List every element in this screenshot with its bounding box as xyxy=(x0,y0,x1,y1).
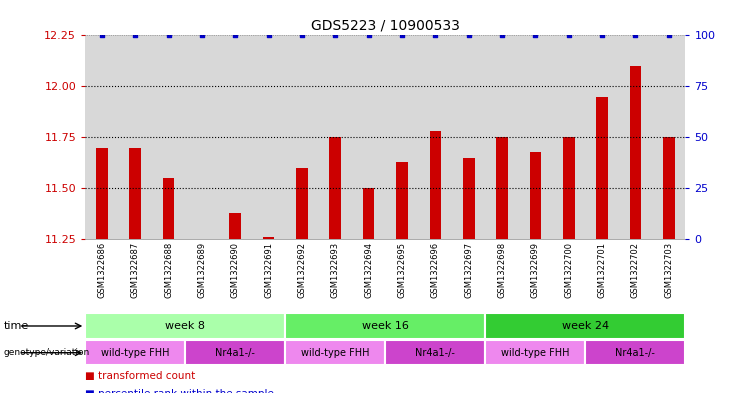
Point xyxy=(563,32,575,39)
Point xyxy=(196,32,207,39)
Bar xyxy=(85,35,119,239)
Bar xyxy=(263,237,274,239)
Point xyxy=(262,32,274,39)
Bar xyxy=(252,35,285,239)
Bar xyxy=(85,340,185,365)
Bar xyxy=(85,313,285,339)
Bar xyxy=(130,147,141,239)
Bar xyxy=(452,35,485,239)
Bar xyxy=(585,340,685,365)
Bar xyxy=(419,35,452,239)
Bar xyxy=(219,35,252,239)
Bar xyxy=(119,35,152,239)
Bar xyxy=(296,168,308,239)
Bar xyxy=(485,313,685,339)
Text: wild-type FHH: wild-type FHH xyxy=(501,348,570,358)
Point xyxy=(529,32,541,39)
Bar xyxy=(519,35,552,239)
Point xyxy=(462,32,474,39)
Bar xyxy=(163,178,174,239)
Text: week 8: week 8 xyxy=(165,321,205,331)
Bar xyxy=(530,152,541,239)
Bar xyxy=(230,213,241,239)
Point xyxy=(96,32,108,39)
Bar xyxy=(319,35,352,239)
Point xyxy=(596,32,608,39)
Point xyxy=(329,32,341,39)
Text: wild-type FHH: wild-type FHH xyxy=(101,348,170,358)
Point xyxy=(362,32,374,39)
Point xyxy=(630,32,642,39)
Bar xyxy=(285,313,485,339)
Bar xyxy=(496,137,508,239)
Point xyxy=(296,32,308,39)
Bar xyxy=(363,188,374,239)
Point xyxy=(396,32,408,39)
Point xyxy=(130,32,142,39)
Text: week 24: week 24 xyxy=(562,321,609,331)
Point xyxy=(663,32,675,39)
Bar xyxy=(463,158,474,239)
Point xyxy=(229,32,241,39)
Bar xyxy=(563,137,574,239)
Bar xyxy=(152,35,185,239)
Text: genotype/variation: genotype/variation xyxy=(4,348,90,357)
Bar xyxy=(285,35,319,239)
Bar xyxy=(385,340,485,365)
Point xyxy=(162,32,175,39)
Bar xyxy=(485,35,519,239)
Bar xyxy=(185,340,285,365)
Bar xyxy=(597,97,608,239)
Text: Nr4a1-/-: Nr4a1-/- xyxy=(216,348,255,358)
Bar xyxy=(485,340,585,365)
Bar xyxy=(630,66,641,239)
Bar xyxy=(552,35,585,239)
Bar xyxy=(430,131,441,239)
Bar xyxy=(663,137,674,239)
Text: ■ percentile rank within the sample: ■ percentile rank within the sample xyxy=(85,389,274,393)
Bar xyxy=(619,35,652,239)
Bar xyxy=(585,35,619,239)
Bar xyxy=(652,35,685,239)
Bar xyxy=(352,35,385,239)
Point xyxy=(429,32,441,39)
Bar xyxy=(330,137,341,239)
Bar xyxy=(396,162,408,239)
Text: time: time xyxy=(4,321,29,331)
Bar xyxy=(96,147,107,239)
Bar xyxy=(285,340,385,365)
Bar xyxy=(385,35,419,239)
Text: ■ transformed count: ■ transformed count xyxy=(85,371,196,381)
Text: week 16: week 16 xyxy=(362,321,409,331)
Point xyxy=(496,32,508,39)
Bar xyxy=(185,35,219,239)
Text: wild-type FHH: wild-type FHH xyxy=(301,348,370,358)
Text: Nr4a1-/-: Nr4a1-/- xyxy=(416,348,455,358)
Title: GDS5223 / 10900533: GDS5223 / 10900533 xyxy=(311,19,459,33)
Text: Nr4a1-/-: Nr4a1-/- xyxy=(616,348,655,358)
